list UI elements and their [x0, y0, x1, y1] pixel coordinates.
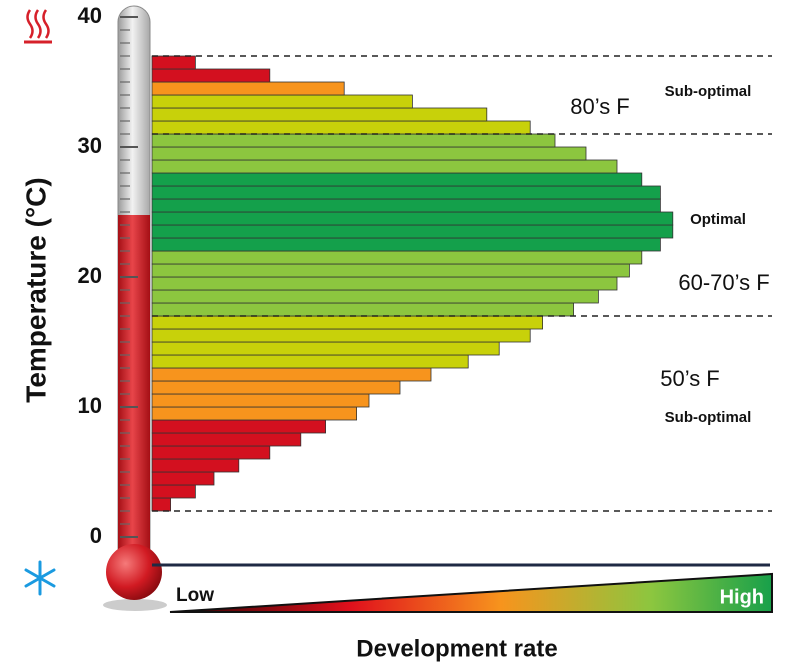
bar	[152, 238, 660, 251]
y-tick-label: 30	[78, 133, 102, 158]
bar	[152, 407, 357, 420]
bar	[152, 212, 673, 225]
bar	[152, 303, 574, 316]
bar	[152, 368, 431, 381]
high-label: High	[720, 586, 764, 608]
bar	[152, 446, 270, 459]
y-tick-label: 10	[78, 393, 102, 418]
bar	[152, 381, 400, 394]
bar	[152, 251, 642, 264]
y-tick-label: 0	[90, 523, 102, 548]
thermo-bulb	[106, 544, 162, 600]
bar	[152, 420, 326, 433]
bar	[152, 95, 412, 108]
x-axis-label: Development rate	[356, 635, 557, 662]
bar	[152, 355, 468, 368]
annotation: Optimal	[690, 211, 746, 228]
annotation: Sub-optimal	[665, 409, 752, 426]
bar	[152, 290, 598, 303]
bar	[152, 498, 171, 511]
y-axis-label: Temperature (°C)	[20, 177, 51, 402]
bar	[152, 485, 195, 498]
bar	[152, 277, 617, 290]
bar	[152, 264, 629, 277]
heat-icon	[24, 10, 52, 42]
bar	[152, 472, 214, 485]
bar	[152, 342, 499, 355]
annotation: 80’s F	[570, 94, 630, 119]
bar	[152, 316, 543, 329]
bar	[152, 147, 586, 160]
annotation: 50’s F	[660, 366, 720, 391]
bulb-shadow	[103, 599, 167, 611]
rate-wedge	[170, 574, 772, 612]
bar	[152, 69, 270, 82]
bar	[152, 225, 673, 238]
snow-icon	[26, 562, 54, 594]
annotation: Sub-optimal	[665, 83, 752, 100]
bar	[152, 329, 530, 342]
bar	[152, 160, 617, 173]
bar	[152, 186, 660, 199]
bar	[152, 173, 642, 186]
annotation: 60-70’s F	[678, 270, 769, 295]
bar	[152, 108, 487, 121]
y-tick-label: 20	[78, 263, 102, 288]
bar	[152, 459, 239, 472]
bar	[152, 121, 530, 134]
bar	[152, 199, 660, 212]
y-tick-label: 40	[78, 3, 102, 28]
thermo-fill	[118, 215, 150, 565]
low-label: Low	[176, 585, 214, 606]
bar	[152, 394, 369, 407]
bar	[152, 82, 344, 95]
bar	[152, 56, 195, 69]
bar	[152, 433, 301, 446]
bar	[152, 134, 555, 147]
